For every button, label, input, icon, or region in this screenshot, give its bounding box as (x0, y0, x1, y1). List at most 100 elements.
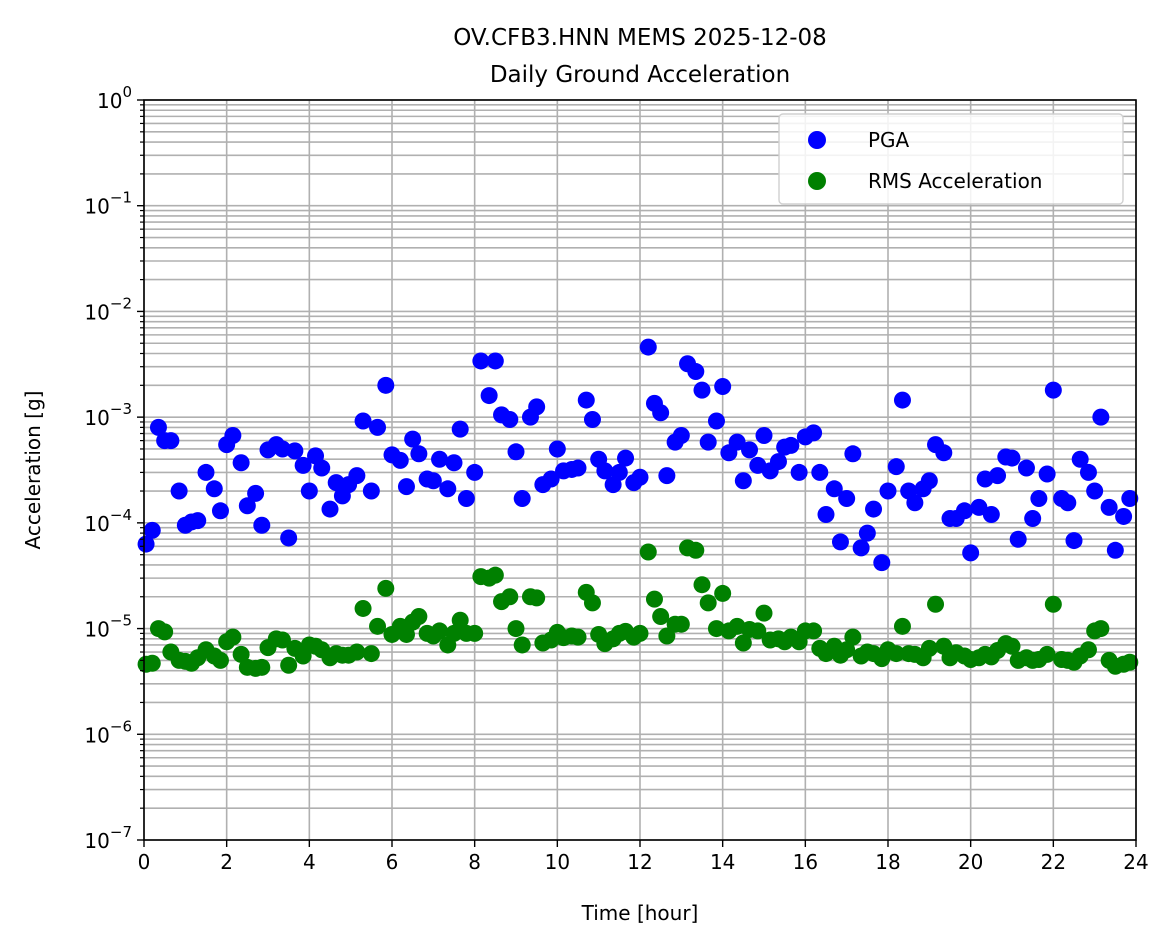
data-point (687, 541, 705, 559)
data-point (1121, 489, 1139, 507)
legend: PGA RMS Acceleration (778, 113, 1124, 205)
x-tick-label: 24 (1123, 850, 1148, 874)
data-point (1003, 449, 1021, 467)
data-point (569, 459, 587, 477)
data-point (362, 482, 380, 500)
data-point (466, 624, 484, 642)
data-point (805, 622, 823, 640)
x-tick-label: 0 (138, 850, 151, 874)
data-point (844, 628, 862, 646)
data-point (313, 459, 331, 477)
data-point (1038, 645, 1056, 663)
legend-label: PGA (868, 128, 910, 152)
data-point (1079, 463, 1097, 481)
data-point (887, 458, 905, 476)
data-point (1044, 595, 1062, 613)
data-point (1059, 494, 1077, 512)
data-point (143, 654, 161, 672)
data-point (189, 512, 207, 530)
data-point (838, 489, 856, 507)
data-point (811, 463, 829, 481)
data-point (238, 497, 256, 515)
data-point (865, 500, 883, 518)
data-point (410, 608, 428, 626)
data-point (782, 436, 800, 454)
data-point (162, 432, 180, 450)
data-point (1086, 482, 1104, 500)
x-tick-label: 4 (303, 850, 316, 874)
data-point (687, 363, 705, 381)
data-point (1044, 381, 1062, 399)
y-tick-label: 10−6 (84, 717, 132, 747)
data-point (672, 427, 690, 445)
data-point (445, 454, 463, 472)
plot-frame (143, 99, 1137, 841)
legend-marker (808, 172, 826, 190)
data-point (962, 544, 980, 562)
data-point (955, 502, 973, 520)
data-point (501, 588, 519, 606)
data-point (741, 441, 759, 459)
data-point (858, 524, 876, 542)
data-point (280, 529, 298, 547)
data-point (354, 599, 372, 617)
data-point (377, 579, 395, 597)
data-point (247, 484, 265, 502)
data-point (410, 445, 428, 463)
data-point (211, 502, 229, 520)
data-point (617, 449, 635, 467)
data-point (734, 472, 752, 490)
data-point (596, 462, 614, 480)
y-tick-label: 10−7 (84, 823, 132, 853)
data-point (486, 566, 504, 584)
x-tick-label: 8 (468, 850, 481, 874)
data-point (1009, 530, 1027, 548)
data-point (631, 468, 649, 486)
data-point (513, 636, 531, 654)
data-point (486, 352, 504, 370)
data-point (528, 589, 546, 607)
data-point (439, 480, 457, 498)
x-axis-label: Time [hour] (581, 901, 699, 925)
data-point (825, 480, 843, 498)
y-tick-label: 10−4 (84, 506, 132, 536)
data-point (569, 628, 587, 646)
data-point (583, 594, 601, 612)
y-tick-label: 100 (97, 83, 132, 113)
data-point (658, 467, 676, 485)
x-tick-label: 6 (386, 850, 399, 874)
data-point (501, 410, 519, 428)
data-point (466, 463, 484, 481)
data-point (714, 377, 732, 395)
data-point (577, 391, 595, 409)
data-point (693, 576, 711, 594)
data-point (143, 521, 161, 539)
data-point (197, 463, 215, 481)
x-tick-label: 12 (627, 850, 652, 874)
data-point (211, 651, 229, 669)
data-point (1003, 637, 1021, 655)
x-tick-label: 20 (958, 850, 983, 874)
data-point (431, 622, 449, 640)
data-point (445, 624, 463, 642)
data-point (424, 472, 442, 490)
data-point (149, 418, 167, 436)
data-point (769, 453, 787, 471)
data-point (286, 442, 304, 460)
data-point (817, 505, 835, 523)
data-point (1100, 498, 1118, 516)
data-point (838, 641, 856, 659)
data-point (542, 470, 560, 488)
data-point (755, 427, 773, 445)
data-point (749, 622, 767, 640)
data-point (652, 404, 670, 422)
data-point (693, 381, 711, 399)
data-point (1092, 408, 1110, 426)
data-point (852, 539, 870, 557)
data-point (232, 645, 250, 663)
data-point (639, 338, 657, 356)
data-point (658, 627, 676, 645)
data-point (451, 611, 469, 629)
x-tick-label: 14 (710, 850, 735, 874)
